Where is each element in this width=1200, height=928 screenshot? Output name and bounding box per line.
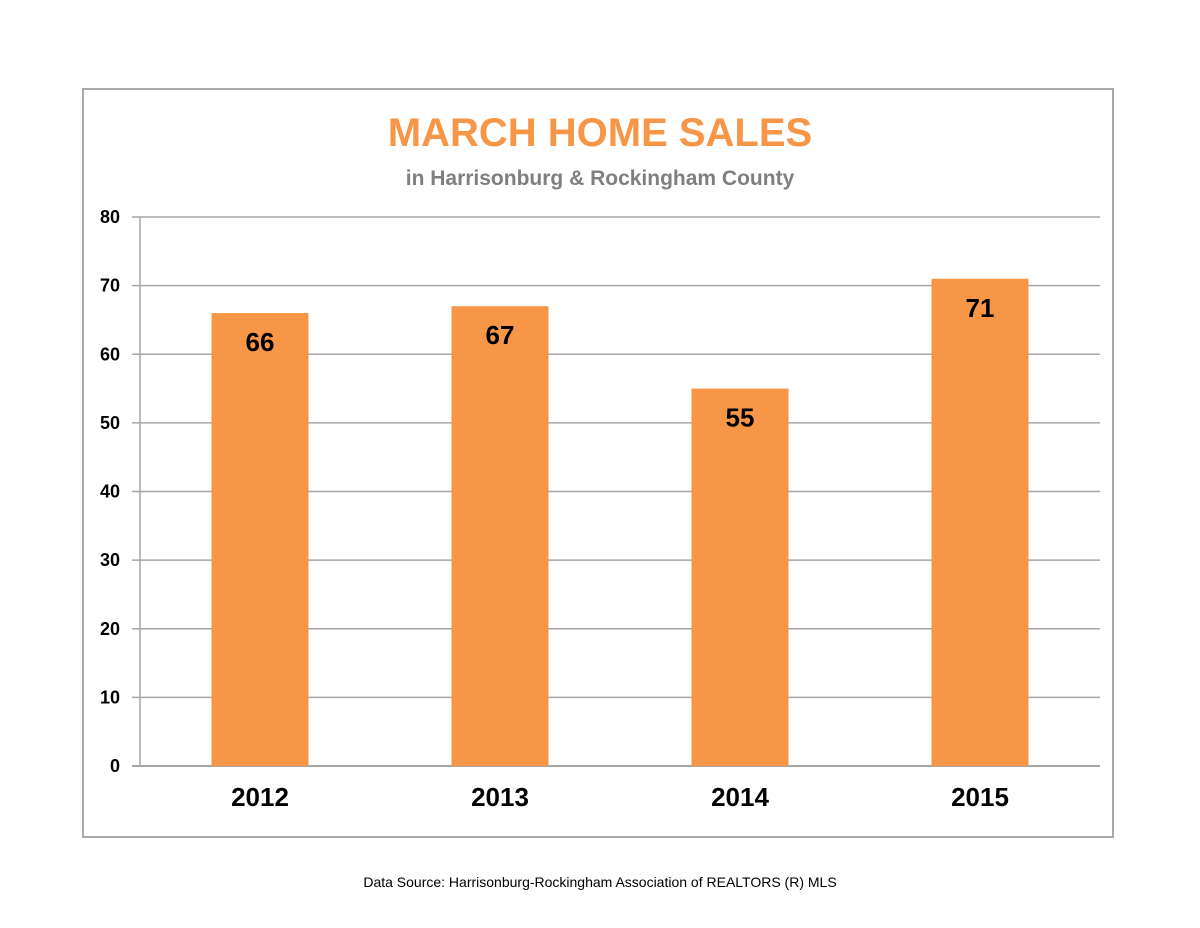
data-label-2013: 67 [486,320,515,350]
data-label-2012: 66 [246,327,275,357]
y-tick-label: 30 [100,550,120,570]
data-labels: 66 67 55 71 [246,293,995,433]
y-tick-label: 40 [100,482,120,502]
data-source-note: Data Source: Harrisonburg-Rockingham Ass… [363,874,837,890]
chart-title: MARCH HOME SALES [388,111,812,155]
bar-2013 [451,306,549,766]
data-label-2014: 55 [726,403,755,433]
y-tick-label: 60 [100,344,120,364]
x-category-label: 2013 [471,782,529,812]
y-tick-label: 20 [100,619,120,639]
y-tick-label: 10 [100,687,120,707]
x-category-label: 2015 [951,782,1009,812]
data-label-2015: 71 [966,293,995,323]
bars [211,278,1029,766]
x-category-label: 2012 [231,782,289,812]
y-tick-label: 0 [110,756,120,776]
bar-2012 [211,313,309,766]
y-tick-label: 50 [100,413,120,433]
y-axis-ticks: 0 10 20 30 40 50 60 70 80 [100,207,120,776]
y-tick-label: 80 [100,207,120,227]
x-axis-categories: 2012 2013 2014 2015 [231,782,1009,812]
bar-2014 [691,388,789,766]
chart-subtitle: in Harrisonburg & Rockingham County [406,167,795,190]
bar-2015 [931,278,1029,766]
x-category-label: 2014 [711,782,769,812]
y-tick-label: 70 [100,276,120,296]
